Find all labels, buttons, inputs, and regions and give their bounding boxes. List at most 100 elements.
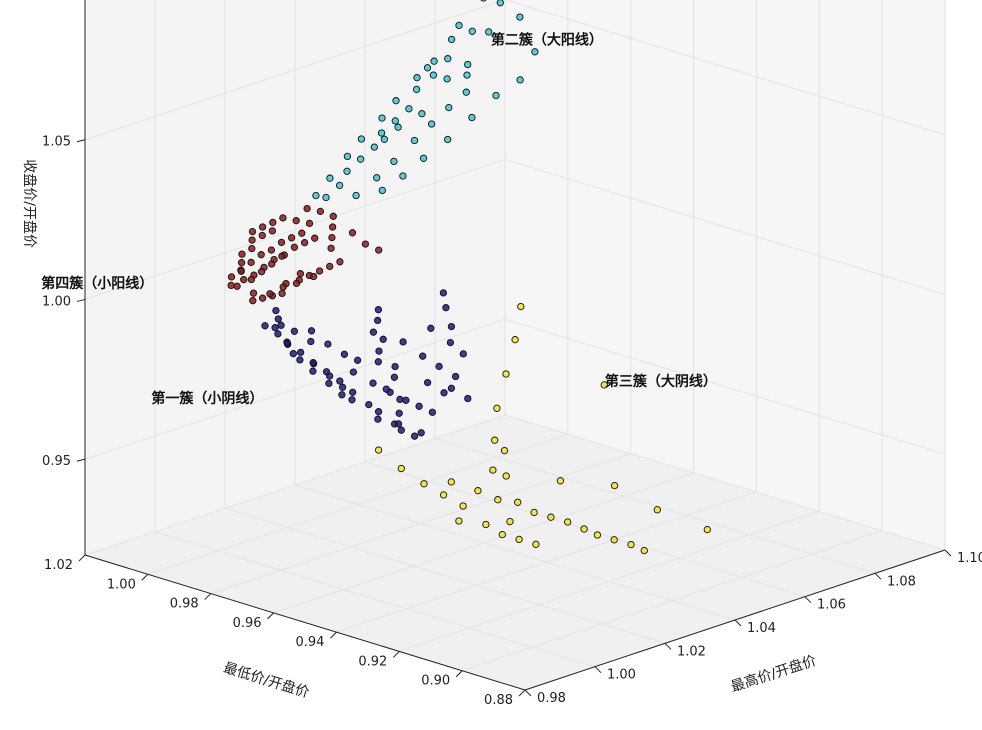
z-tick-label: 0.95 [42,454,71,469]
data-point-series-3 [511,336,519,344]
cluster-label-1: 第二簇（大阳线） [491,32,603,49]
z-tick-label: 1.00 [42,294,71,309]
data-point-series-2 [399,172,407,180]
data-point-series-2 [380,135,389,143]
data-point-series-4 [298,229,306,237]
grid-line [504,0,946,136]
data-point-series-2 [335,181,344,190]
data-point-series-2 [445,103,453,112]
x-tick-label: 1.06 [817,598,846,613]
x-tick-mark [944,549,952,557]
data-point-series-3 [653,506,661,514]
data-point-series-1 [374,408,383,416]
data-point-series-4 [237,267,245,275]
data-point-series-4 [309,272,318,281]
data-point-series-1 [290,327,299,335]
data-point-series-3 [610,481,619,490]
data-point-series-2 [391,117,399,125]
data-point-series-4 [292,279,301,288]
data-point-series-3 [502,370,510,378]
data-point-series-4 [287,234,296,242]
data-point-series-3 [374,446,383,454]
data-point-series-1 [373,316,382,325]
data-points [227,0,711,555]
data-point-series-2 [430,57,438,65]
y-tick-label: 0.88 [484,693,513,708]
grid-line [224,507,666,644]
grid-line [210,453,631,595]
data-point-series-4 [326,262,334,271]
y-tick-label: 1.00 [107,577,136,592]
data-point-series-4 [279,214,287,222]
data-point-series-1 [451,372,460,381]
grid-line [434,437,876,574]
data-point-series-3 [489,466,497,474]
grid-line [461,530,883,672]
data-point-series-3 [532,540,540,548]
data-point-series-2 [429,71,438,79]
x-tick-mark [874,572,882,580]
data-point-series-4 [248,244,256,253]
data-point-series-4 [257,251,265,259]
data-point-series-4 [375,246,383,254]
data-point-series-3 [547,513,555,521]
y-tick-mark [141,573,149,581]
data-point-series-1 [439,289,448,297]
data-point-series-2 [444,135,452,144]
data-point-series-4 [247,275,256,284]
data-point-series-1 [349,388,357,396]
data-point-series-4 [248,236,256,244]
data-point-series-1 [336,377,344,385]
data-point-series-4 [248,227,257,236]
data-point-series-1 [261,322,269,330]
data-point-series-2 [312,191,320,200]
data-point-series-2 [418,110,426,118]
data-point-series-4 [240,276,248,284]
data-point-series-4 [348,229,357,237]
x-axis-label: 最高价/开盘价 [729,652,819,696]
data-point-series-1 [309,359,317,367]
data-point-series-1 [349,368,358,376]
data-point-series-3 [600,381,608,389]
data-point-series-3 [502,472,510,480]
y-axis-label: 最低价/开盘价 [221,659,311,701]
data-point-series-1 [395,409,403,417]
data-point-series-2 [343,167,351,175]
data-point-series-3 [627,540,635,549]
data-point-series-4 [258,294,267,302]
data-point-series-1 [375,347,383,355]
data-point-series-2 [455,21,463,30]
data-point-series-2 [390,157,398,166]
data-point-series-2 [447,35,456,44]
data-point-series-1 [459,350,467,358]
data-point-series-3 [498,530,506,539]
data-point-series-1 [296,348,305,357]
tick-labels: 0.98 1.00 1.02 1.04 1.06 1.08 1.10 0.88 0.90 0.92… [42,135,982,708]
grid-line [273,472,694,614]
data-point-series-4 [249,297,257,305]
data-point-series-1 [374,306,383,314]
data-point-series-1 [427,324,435,332]
data-point-series-3 [515,535,523,544]
y-tick-mark [392,651,400,658]
data-point-series-2 [410,136,419,145]
axis-panes [85,0,945,690]
data-point-series-1 [442,304,450,312]
data-point-series-1 [369,328,378,336]
data-point-series-1 [324,340,332,348]
data-point-series-2 [496,0,504,7]
grid-line [336,491,757,633]
y-tick-label: 0.90 [421,674,450,689]
data-point-series-2 [357,135,366,143]
data-point-series-2 [516,76,524,84]
data-point-series-4 [290,243,299,251]
data-point-series-3 [474,487,482,495]
data-point-series-4 [278,289,286,298]
grid-line [294,484,736,621]
annotation-labels: 第二簇（大阳线） 第四簇（小阳线） 第一簇（小阴线） 第三簇（大阴线） [41,32,717,407]
z-tick-mark [76,139,86,143]
y-tick-label: 0.94 [295,635,324,650]
data-point-series-1 [423,378,432,387]
data-point-series-1 [399,338,407,346]
